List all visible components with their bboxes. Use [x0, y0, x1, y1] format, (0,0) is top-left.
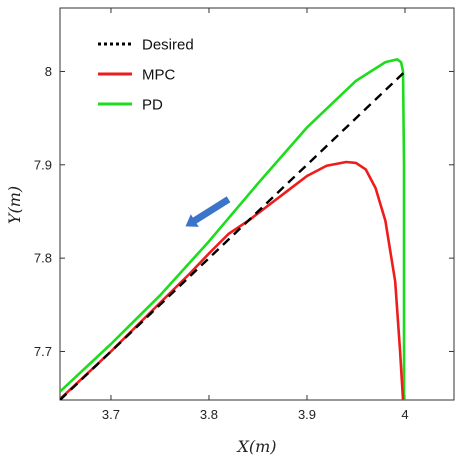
series-layer — [60, 58, 406, 400]
y-axis-label: Y(m) — [5, 186, 24, 224]
x-tick-label: 3.7 — [102, 407, 120, 422]
annotation-layer — [185, 196, 231, 227]
x-axis-label: X(m) — [235, 437, 276, 456]
y-tick-label: 7.9 — [34, 157, 52, 172]
x-tick-label: 3.8 — [200, 407, 218, 422]
axis-ticks: 3.7 3.8 3.9 4 7.7 7.8 7.9 8 — [34, 8, 454, 422]
legend-label-desired: Desired — [142, 37, 194, 54]
series-line-mpc — [60, 160, 405, 400]
legend-label-pd: PD — [142, 97, 163, 114]
y-tick-label: 8 — [45, 64, 52, 79]
series-line-desired — [60, 70, 406, 400]
legend-label-mpc: MPC — [142, 67, 176, 84]
x-tick-label: 3.9 — [298, 407, 316, 422]
legend: Desired MPC PD — [98, 37, 194, 114]
x-tick-label: 4 — [401, 407, 408, 422]
direction-arrow — [185, 196, 231, 227]
series-line-pd — [60, 58, 406, 400]
y-tick-label: 7.8 — [34, 251, 52, 266]
plot-area — [59, 7, 455, 401]
y-tick-label: 7.7 — [34, 344, 52, 359]
